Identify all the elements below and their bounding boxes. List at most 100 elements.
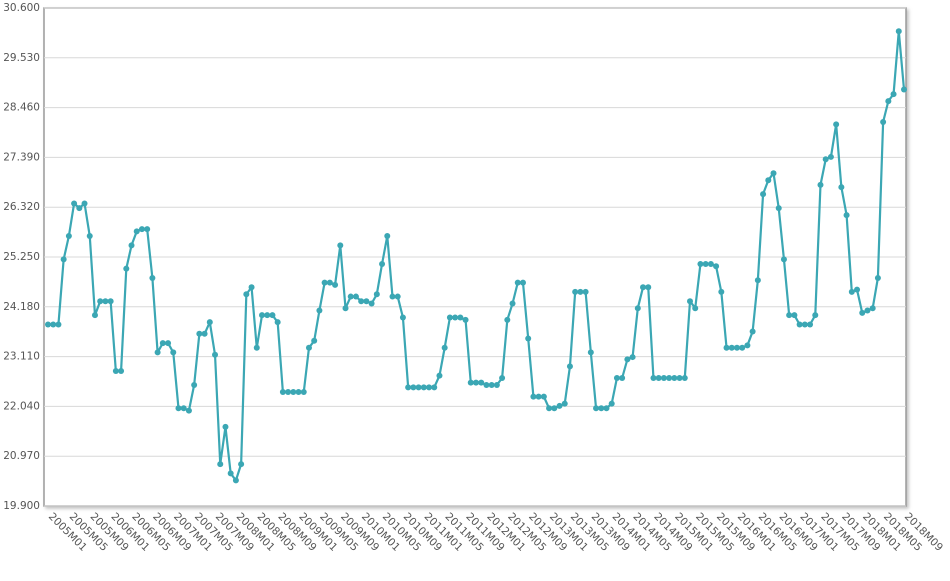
data-point: [405, 384, 412, 391]
data-point: [321, 279, 328, 286]
data-point: [733, 344, 740, 351]
data-point: [650, 375, 657, 382]
y-tick-label: 29.530: [3, 52, 40, 64]
data-point: [713, 263, 720, 270]
data-point: [812, 312, 819, 319]
data-point: [201, 330, 208, 337]
data-point: [796, 321, 803, 328]
data-point: [786, 312, 793, 319]
data-point: [368, 300, 375, 307]
y-tick-label: 19.900: [3, 500, 40, 512]
data-point: [217, 461, 224, 468]
data-point: [509, 300, 516, 307]
data-point: [285, 388, 292, 395]
data-point: [540, 393, 547, 400]
data-point: [483, 381, 490, 388]
data-point: [86, 233, 93, 240]
data-point: [248, 284, 255, 291]
data-point: [426, 384, 433, 391]
marks: [45, 28, 907, 484]
data-point: [446, 314, 453, 321]
data-point: [118, 368, 125, 375]
data-point: [138, 226, 145, 233]
data-point: [561, 400, 568, 407]
data-point: [660, 375, 667, 382]
data-point: [890, 91, 897, 98]
data-point: [598, 405, 605, 412]
data-point: [566, 363, 573, 370]
data-point: [655, 375, 662, 382]
data-point: [311, 337, 318, 344]
data-point: [859, 309, 866, 316]
data-point: [123, 265, 130, 272]
data-point: [144, 226, 151, 233]
data-point: [822, 156, 829, 163]
data-point: [295, 388, 302, 395]
data-point: [159, 340, 166, 347]
data-point: [833, 121, 840, 128]
data-point: [848, 288, 855, 295]
data-point: [206, 319, 213, 326]
data-point: [749, 328, 756, 335]
data-point: [707, 260, 714, 267]
data-point: [180, 405, 187, 412]
data-point: [107, 298, 114, 305]
data-point: [697, 260, 704, 267]
data-point: [572, 288, 579, 295]
data-point: [488, 381, 495, 388]
y-tick-label: 23.110: [3, 351, 40, 363]
data-point: [775, 205, 782, 212]
data-point: [535, 393, 542, 400]
data-point: [885, 98, 892, 105]
data-point: [305, 344, 312, 351]
data-point: [467, 379, 474, 386]
data-point: [76, 205, 83, 212]
data-point: [838, 184, 845, 191]
data-point: [718, 288, 725, 295]
data-point: [666, 375, 673, 382]
data-point: [347, 293, 354, 300]
data-point: [55, 321, 62, 328]
y-tick-label: 26.320: [3, 201, 40, 213]
y-tick-label: 27.390: [3, 151, 40, 163]
data-point: [687, 298, 693, 305]
data-point: [279, 388, 286, 395]
data-point: [300, 388, 307, 395]
data-point: [165, 340, 172, 347]
data-point: [384, 233, 391, 240]
data-point: [290, 388, 297, 395]
data-point: [332, 281, 339, 288]
data-point: [608, 400, 615, 407]
data-point: [97, 298, 104, 305]
y-tick-label: 30.600: [3, 2, 40, 14]
data-point: [358, 298, 365, 305]
data-point: [827, 153, 834, 160]
data-point: [60, 256, 67, 263]
data-point: [874, 274, 881, 281]
data-point: [185, 407, 192, 414]
data-point: [441, 344, 448, 351]
data-point: [869, 305, 876, 312]
data-point: [253, 344, 260, 351]
data-point: [807, 321, 814, 328]
data-point: [420, 384, 427, 391]
data-point: [112, 368, 119, 375]
data-point: [50, 321, 57, 328]
data-point: [410, 384, 417, 391]
data-point: [817, 181, 824, 188]
data-point: [702, 260, 709, 267]
y-tick-label: 22.040: [3, 400, 40, 412]
data-point: [499, 375, 506, 382]
data-point: [238, 461, 245, 468]
data-point: [243, 291, 250, 298]
data-point: [854, 286, 861, 293]
data-point: [765, 177, 772, 184]
data-point: [102, 298, 109, 305]
data-point: [551, 405, 558, 412]
data-point: [843, 212, 850, 219]
data-point: [342, 305, 349, 312]
data-point: [525, 335, 532, 342]
data-point: [373, 291, 380, 298]
data-point: [431, 384, 438, 391]
